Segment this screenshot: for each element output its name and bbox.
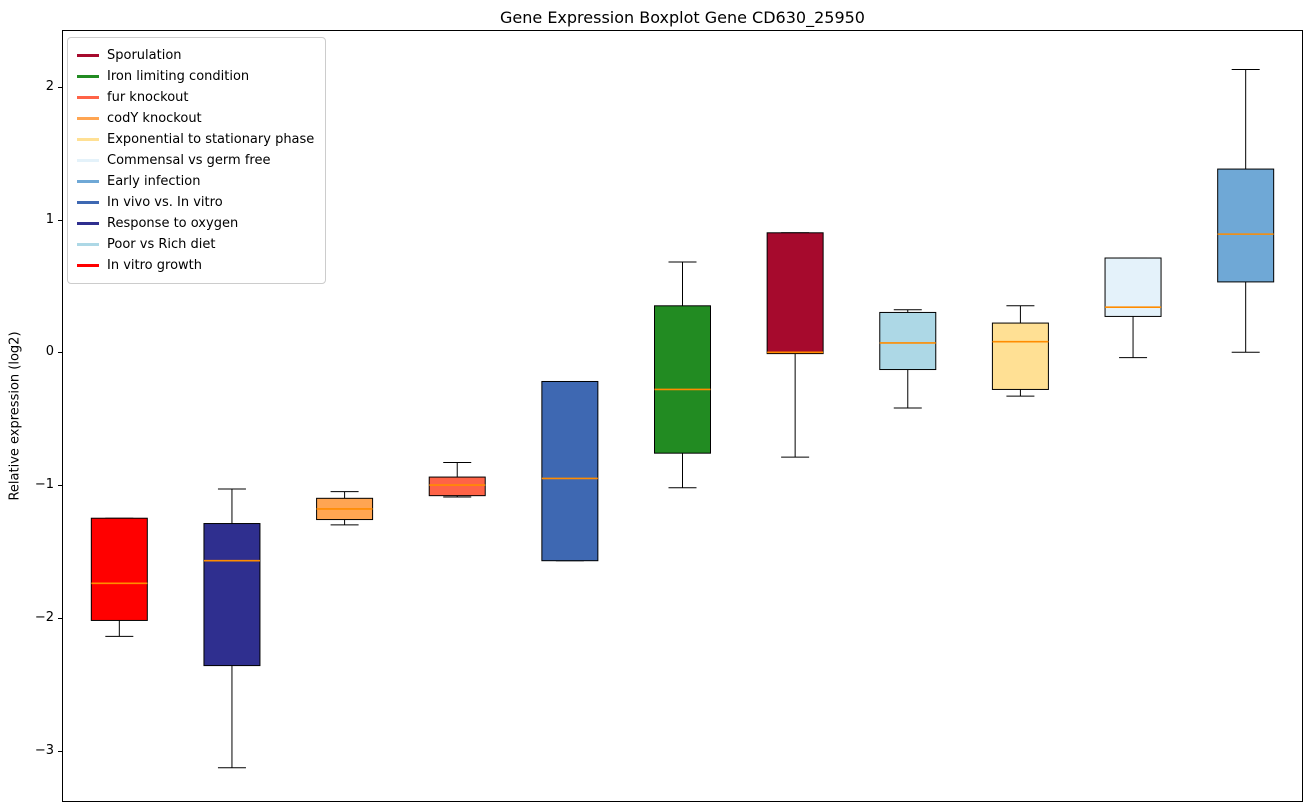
box-group-7 [879, 309, 937, 409]
box-rect [991, 322, 1049, 390]
plot-area: Sporulation Iron limiting condition fur kn… [62, 30, 1303, 802]
legend-swatch [77, 96, 99, 99]
box-rect [203, 523, 261, 667]
y-tick-mark [58, 617, 62, 619]
y-tick-mark [58, 485, 62, 487]
legend-swatch [77, 201, 99, 204]
legend-label: Commensal vs germ free [107, 153, 271, 168]
legend-swatch [77, 243, 99, 246]
legend-swatch [77, 117, 99, 120]
legend-item: Early infection [77, 171, 314, 192]
legend-item: Iron limiting condition [77, 66, 314, 87]
boxplot-canvas [90, 69, 1275, 769]
legend-item: fur knockout [77, 87, 314, 108]
legend-label: Exponential to stationary phase [107, 132, 315, 147]
legend-swatch [77, 159, 99, 162]
y-tick-mark [58, 86, 62, 88]
legend-item: Commensal vs germ free [77, 150, 314, 171]
legend-item: Exponential to stationary phase [77, 129, 314, 150]
box-rect [428, 476, 486, 497]
legend-label: Response to oxygen [107, 216, 239, 231]
legend-item: In vivo vs. In vitro [77, 192, 314, 213]
legend-label: In vitro growth [107, 258, 202, 273]
legend-swatch [77, 54, 99, 57]
legend-item: Sporulation [77, 45, 314, 66]
legend-item: Poor vs Rich diet [77, 234, 314, 255]
legend-swatch [77, 222, 99, 225]
legend-label: Poor vs Rich diet [107, 237, 216, 252]
y-tick-label: 0 [45, 344, 54, 360]
box-group-9 [1104, 257, 1162, 359]
legend-item: codY knockout [77, 108, 314, 129]
legend-label: Iron limiting condition [107, 69, 250, 84]
legend-swatch [77, 180, 99, 183]
legend-swatch [77, 264, 99, 267]
y-tick-label: 2 [45, 78, 54, 94]
legend-label: Early infection [107, 174, 201, 189]
chart-title: Gene Expression Boxplot Gene CD630_25950 [500, 8, 865, 27]
box-group-3 [428, 461, 486, 498]
y-tick-mark [58, 219, 62, 221]
y-tick-label: 1 [45, 211, 54, 227]
box-group-4 [541, 380, 599, 562]
legend-swatch [77, 75, 99, 78]
legend-label: fur knockout [107, 90, 189, 105]
box-group-0 [90, 517, 148, 637]
box-rect [541, 380, 599, 562]
box-rect [654, 305, 711, 454]
box-group-10 [1217, 69, 1275, 353]
y-tick-label: −1 [34, 477, 54, 493]
y-tick-label: −3 [34, 742, 54, 758]
box-group-1 [203, 488, 261, 769]
box-group-2 [316, 491, 374, 526]
box-group-8 [991, 305, 1049, 397]
legend-item: Response to oxygen [77, 213, 314, 234]
y-tick-mark [58, 352, 62, 354]
box-rect [879, 311, 937, 371]
box-rect [1217, 168, 1275, 283]
legend-label: In vivo vs. In vitro [107, 195, 223, 210]
box-rect [90, 517, 148, 621]
legend-swatch [77, 138, 99, 141]
legend-item: In vitro growth [77, 255, 314, 276]
legend-label: codY knockout [107, 111, 202, 126]
box-rect [766, 232, 824, 355]
y-tick-label: −2 [34, 609, 54, 625]
box-group-6 [766, 232, 824, 458]
y-tick-mark [58, 750, 62, 752]
legend: Sporulation Iron limiting condition fur kn… [67, 37, 327, 284]
legend-label: Sporulation [107, 48, 182, 63]
box-group-5 [654, 261, 711, 489]
